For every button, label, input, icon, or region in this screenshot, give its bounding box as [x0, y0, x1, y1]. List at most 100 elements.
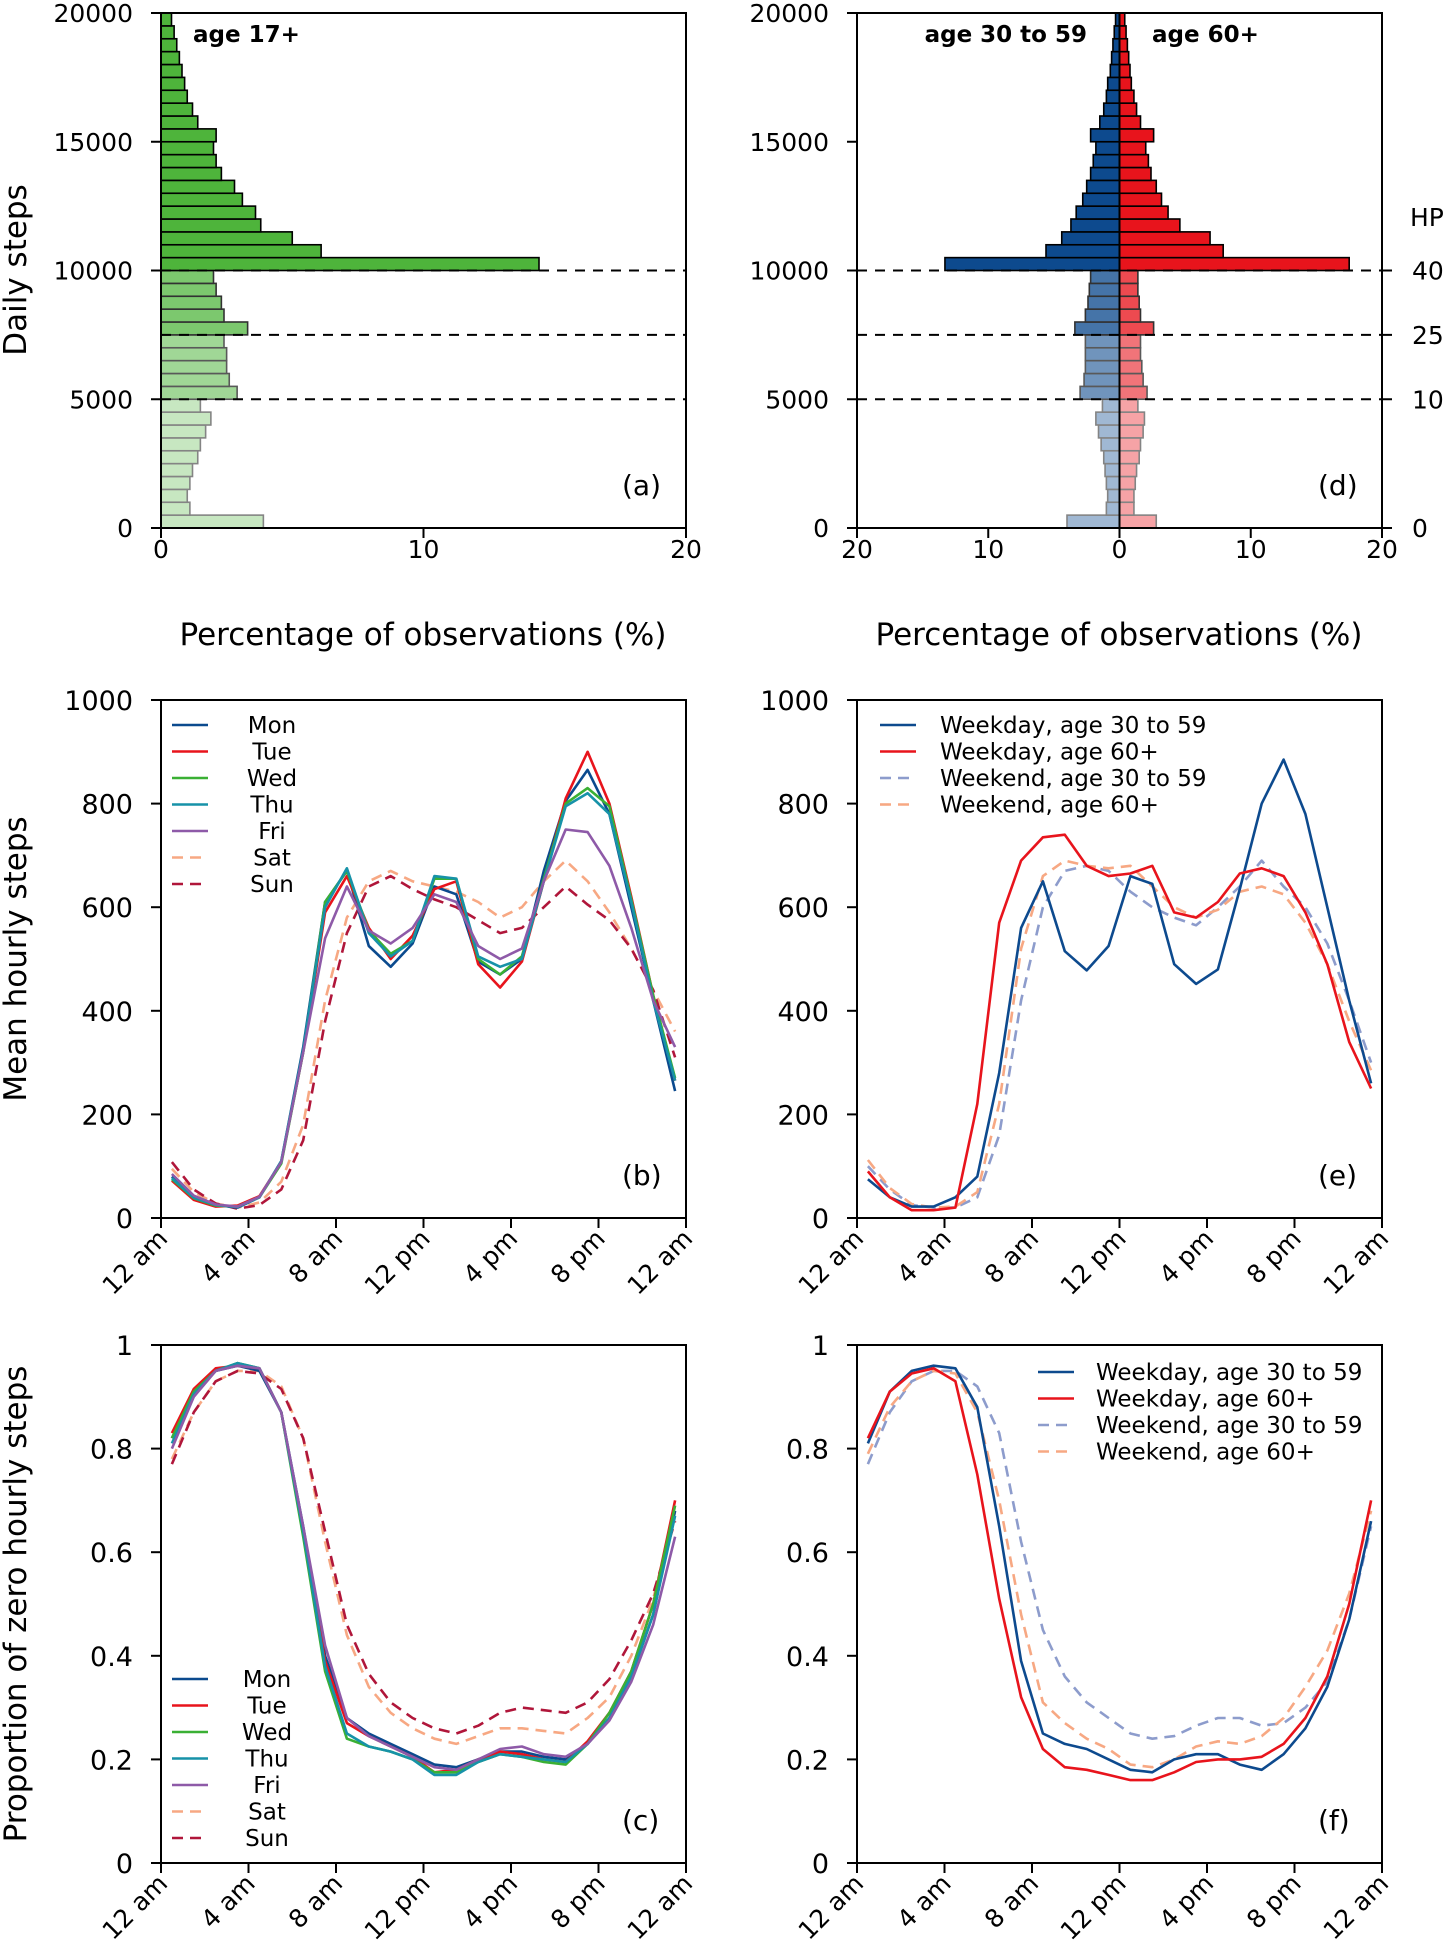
x-tick-label: 10	[972, 535, 1004, 564]
legend-label: Wed	[242, 1720, 292, 1746]
histogram-bar-age-30-59	[1109, 63, 1121, 79]
x-tick-label: 8 pm	[1241, 1869, 1307, 1935]
y-tick-label: 0.6	[786, 1538, 829, 1569]
histogram-bar	[160, 385, 238, 401]
panel-b-lines	[170, 750, 677, 1210]
series-line-fri	[170, 828, 677, 1208]
histogram-bar-age-30-59	[1083, 372, 1121, 388]
panel-f-line-chart: 12 am 4 am 8 am 12 pm 4 pm 8 pm 12 am 00.20.40…	[786, 1331, 1394, 1942]
histogram-bar-age-60-plus	[1118, 153, 1150, 169]
panel-c-label: (c)	[622, 1804, 659, 1837]
histogram-bar-age-30-59	[1101, 398, 1121, 413]
legend-label: Mon	[248, 713, 297, 739]
x-tick-label: 12 am	[97, 1224, 174, 1301]
histogram-bar	[160, 76, 186, 92]
x-tick-label: 4 pm	[457, 1224, 523, 1290]
y-tick-label: 10000	[53, 257, 133, 286]
panel-d-bars	[944, 12, 1350, 529]
legend-label: Thu	[249, 793, 293, 819]
y-tick-label: 600	[777, 893, 829, 924]
histogram-bar	[160, 256, 540, 272]
histogram-bar-age-60-plus	[1118, 321, 1155, 336]
histogram-bar	[160, 231, 294, 246]
y-tick-label: 0	[117, 514, 133, 543]
histogram-bar	[160, 102, 194, 117]
histogram-bar	[160, 243, 322, 259]
histogram-bar	[160, 128, 217, 143]
x-tick-label: 4 am	[891, 1224, 956, 1289]
histogram-bar-age-30-59	[1066, 514, 1121, 529]
panel-c-line-chart: 12 am 4 am 8 am 12 pm 4 pm 8 pm 12 am 00.20.40…	[0, 1331, 698, 1942]
legend-label: Weekday, age 30 to 59	[940, 713, 1206, 739]
histogram-bar	[160, 192, 244, 207]
histogram-bar	[160, 334, 225, 349]
histogram-bar-age-30-59	[1075, 205, 1121, 220]
panel-d-title-right: age 60+	[1152, 22, 1259, 48]
histogram-bar	[160, 295, 223, 310]
histogram-bar-age-60-plus	[1118, 231, 1211, 246]
x-tick-label: 8 am	[283, 1224, 348, 1289]
histogram-bar-age-30-59	[1070, 218, 1121, 233]
histogram-bar	[160, 308, 225, 323]
panel-f-label: (f)	[1318, 1804, 1350, 1837]
histogram-bar-age-30-59	[1074, 321, 1121, 336]
x-tick-label: 12 pm	[1055, 1869, 1132, 1942]
histogram-bar-age-30-59	[1105, 501, 1121, 516]
y-tick-label: 200	[777, 1100, 829, 1131]
histogram-bar	[160, 12, 173, 27]
series-line-sun	[170, 874, 677, 1210]
x-tick-label: 20	[1366, 535, 1398, 564]
y-tick-label: 800	[81, 790, 133, 821]
histogram-bar-age-60-plus	[1118, 128, 1155, 143]
histogram-bar-age-30-59	[1089, 269, 1121, 285]
series-line-fri	[170, 1364, 677, 1772]
histogram-bar-age-60-plus	[1118, 424, 1144, 439]
legend-label: Sun	[245, 1826, 289, 1852]
y-tick-label: 20000	[53, 0, 133, 28]
histogram-bar-age-30-59	[1081, 192, 1121, 207]
y-tick-label: 400	[777, 997, 829, 1028]
y-tick-label: 0	[116, 1204, 133, 1235]
histogram-bar	[160, 514, 265, 529]
x-tick-label: 12 pm	[359, 1224, 436, 1301]
histogram-bar-age-30-59	[1105, 475, 1121, 491]
x-tick-label: 12 am	[1318, 1869, 1395, 1942]
histogram-bar	[160, 372, 231, 388]
histogram-bar-age-60-plus	[1118, 437, 1142, 452]
histogram-bar	[160, 37, 178, 53]
y-tick-label: 1000	[760, 686, 829, 717]
y-tick-label: 20000	[749, 0, 829, 28]
y-tick-label: 0	[812, 1849, 829, 1880]
histogram-bar	[160, 398, 202, 413]
histogram-bar-age-30-59	[1089, 128, 1121, 143]
right-tick-label: 10	[1412, 385, 1444, 414]
histogram-bar-age-60-plus	[1118, 449, 1140, 465]
histogram-bar-age-60-plus	[1118, 295, 1140, 310]
histogram-bar-age-60-plus	[1118, 372, 1144, 388]
histogram-bar	[160, 488, 189, 504]
right-tick-label: 25	[1412, 321, 1444, 350]
x-tick-label: 8 am	[283, 1869, 348, 1934]
histogram-bar	[160, 501, 191, 516]
histogram-bar-age-30-59	[1084, 308, 1121, 323]
x-tick-label: 20	[841, 535, 873, 564]
histogram-bar-age-30-59	[1105, 89, 1121, 104]
panel-d-title-left: age 30 to 59	[925, 22, 1087, 48]
y-tick-label: 1000	[64, 686, 133, 717]
histogram-bar	[160, 166, 223, 182]
histogram-bar	[160, 475, 191, 491]
panel-c-frame	[160, 1344, 687, 1864]
x-tick-label: 12 pm	[1055, 1224, 1132, 1301]
panel-a-y-axis-label: Daily steps	[0, 184, 34, 356]
panel-d-right-axis-title: HP	[1410, 203, 1444, 232]
panel-a-title: age 17+	[193, 22, 300, 48]
right-tick-label: 0	[1412, 514, 1428, 543]
x-tick-label: 12 am	[793, 1224, 870, 1301]
histogram-bar-age-30-59	[1084, 346, 1121, 362]
x-tick-label: 12 am	[97, 1869, 174, 1942]
histogram-bar-age-30-59	[1102, 102, 1121, 117]
x-tick-label: 8 am	[979, 1224, 1044, 1289]
histogram-bar-age-60-plus	[1118, 50, 1130, 66]
histogram-bar-age-30-59	[1095, 140, 1121, 156]
